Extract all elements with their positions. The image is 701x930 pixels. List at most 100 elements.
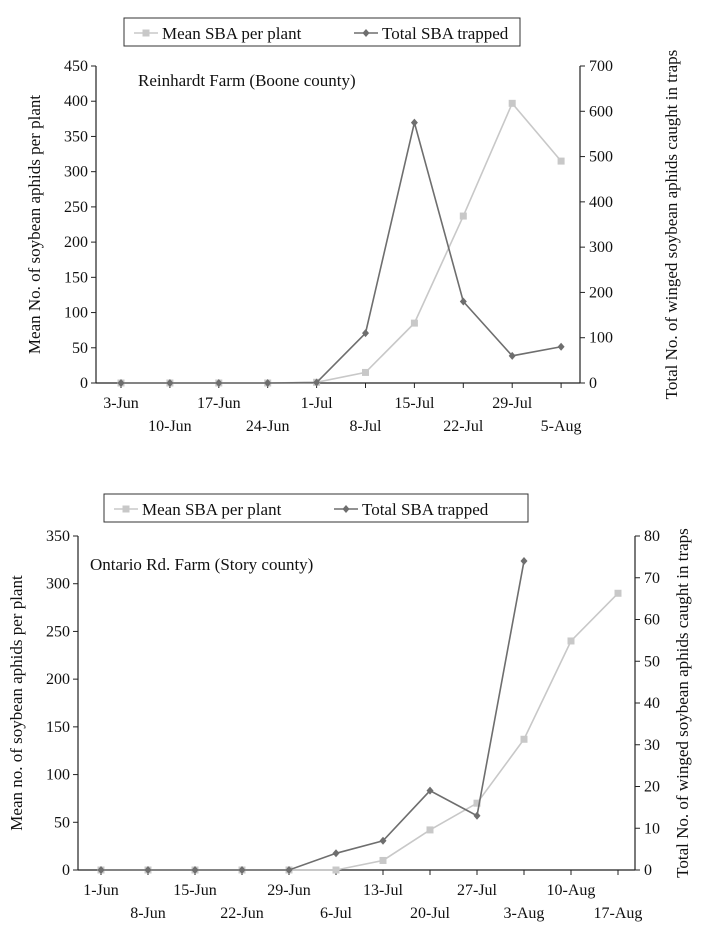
x-tick-label: 29-Jul [492, 395, 533, 412]
x-tick-label: 22-Jul [443, 418, 484, 435]
left-tick-label: 50 [72, 340, 88, 357]
data-point-square [614, 589, 622, 597]
right-axis-title: Total No. of winged soybean aphids caugh… [673, 528, 692, 878]
left-tick-label: 100 [64, 305, 88, 322]
x-tick-label: 8-Jul [350, 418, 383, 435]
legend-label: Mean SBA per plant [162, 24, 302, 43]
right-tick-label: 600 [589, 103, 613, 120]
data-point-diamond [362, 329, 369, 338]
data-point-square [426, 826, 434, 834]
data-point-diamond [459, 297, 467, 306]
data-point-diamond [144, 866, 152, 874]
series-total-sba [97, 557, 528, 874]
data-point-square [557, 157, 565, 165]
right-tick-label: 300 [589, 239, 613, 256]
right-axis-title: Total No. of winged soybean aphids caugh… [662, 50, 681, 400]
right-tick-label: 100 [589, 330, 613, 347]
data-point-diamond [191, 866, 199, 874]
left-tick-label: 250 [64, 199, 88, 216]
right-tick-label: 40 [644, 695, 660, 712]
x-tick-label: 10-Aug [547, 882, 596, 899]
left-tick-label: 400 [64, 93, 88, 110]
x-tick-label: 24-Jun [246, 418, 290, 435]
x-tick-label: 15-Jun [173, 882, 217, 899]
x-tick-label: 22-Jun [220, 905, 264, 922]
data-point-diamond [557, 342, 565, 351]
right-tick-label: 0 [589, 375, 597, 392]
right-tick-label: 400 [589, 194, 613, 211]
left-tick-label: 150 [46, 719, 70, 736]
left-tick-label: 300 [64, 164, 88, 181]
right-tick-label: 700 [589, 58, 613, 75]
data-point-diamond [117, 379, 125, 387]
x-tick-label: 5-Aug [541, 418, 582, 435]
legend-marker-diamond [342, 505, 350, 513]
data-point-diamond [426, 786, 434, 795]
x-tick-label: 27-Jul [457, 882, 498, 899]
series-mean-sba [97, 589, 622, 874]
data-point-diamond [520, 557, 528, 566]
x-tick-label: 29-Jun [267, 882, 311, 899]
right-tick-label: 0 [644, 862, 652, 879]
data-point-diamond [332, 849, 340, 858]
data-point-diamond [215, 379, 223, 387]
data-point-square [410, 319, 418, 327]
right-tick-label: 200 [589, 284, 613, 301]
data-point-diamond [238, 866, 246, 874]
legend-marker-diamond [362, 29, 370, 37]
x-tick-label: 17-Jun [197, 395, 241, 412]
data-point-diamond [313, 378, 321, 387]
left-tick-label: 150 [64, 269, 88, 286]
data-point-square [459, 212, 467, 220]
data-point-square [473, 799, 481, 807]
data-point-diamond [379, 836, 387, 845]
data-point-square [362, 368, 369, 376]
data-point-diamond [285, 866, 293, 874]
data-point-diamond [166, 379, 174, 387]
right-tick-label: 10 [644, 820, 660, 837]
legend-label: Mean SBA per plant [142, 500, 282, 519]
legend: Mean SBA per plant Total SBA trapped [123, 17, 521, 47]
left-tick-label: 250 [46, 623, 70, 640]
series-line [121, 122, 562, 384]
right-tick-label: 60 [644, 612, 660, 629]
x-tick-label: 8-Jun [130, 905, 166, 922]
left-tick-label: 0 [80, 375, 88, 392]
data-point-diamond [264, 379, 272, 387]
right-tick-label: 70 [644, 570, 660, 587]
series-line [101, 592, 619, 871]
series-total-sba [117, 118, 565, 387]
legend-label: Total SBA trapped [362, 500, 489, 519]
right-tick-label: 30 [644, 737, 660, 754]
right-tick-label: 50 [644, 653, 660, 670]
left-tick-label: 200 [64, 234, 88, 251]
right-tick-label: 80 [644, 528, 660, 545]
x-tick-label: 17-Aug [594, 905, 643, 922]
x-tick-label: 3-Jun [103, 395, 139, 412]
data-point-square [508, 99, 516, 107]
data-point-square [520, 735, 528, 743]
data-point-square [379, 856, 387, 864]
left-tick-label: 450 [64, 58, 88, 75]
chart-1: 0 50 100 150 200 250 300 350 400 450 0 100 200 300 400… [25, 17, 681, 435]
x-tick-label: 3-Aug [504, 905, 545, 922]
left-tick-label: 300 [46, 576, 70, 593]
chart-title: Ontario Rd. Farm (Story county) [90, 555, 313, 574]
left-axis-title: Mean no. of soybean aphids per plant [7, 575, 26, 831]
left-tick-label: 350 [64, 128, 88, 145]
right-tick-label: 20 [644, 779, 660, 796]
data-point-diamond [410, 118, 418, 127]
left-axis-title: Mean No. of soybean aphids per plant [25, 95, 44, 354]
legend-marker-square [122, 505, 130, 513]
legend: Mean SBA per plant Total SBA trapped [103, 493, 529, 523]
x-tick-label: 15-Jul [394, 395, 435, 412]
x-tick-label: 13-Jul [363, 882, 404, 899]
legend-box [123, 17, 521, 47]
chart-2: 0 50 100 150 200 250 300 350 0 10 20 30 40 50 60 70 80 1-… [7, 493, 692, 922]
series-line [121, 101, 562, 384]
x-tick-label: 1-Jun [83, 882, 119, 899]
x-tick-label: 20-Jul [410, 905, 451, 922]
chart-title: Reinhardt Farm (Boone county) [138, 71, 356, 90]
data-point-square [332, 866, 340, 874]
